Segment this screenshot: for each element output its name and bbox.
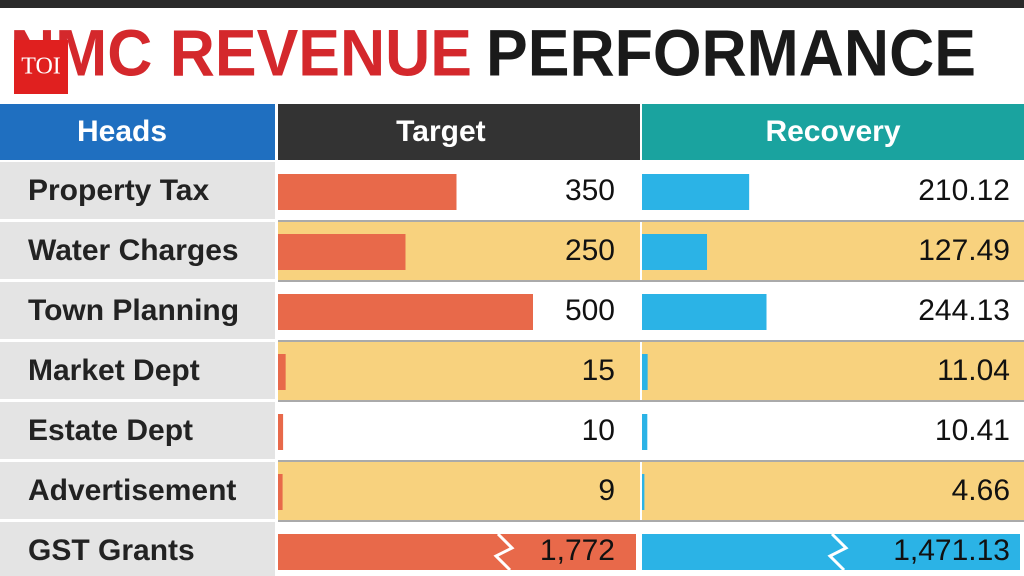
chart-title: PERFORMANCE [486, 15, 976, 89]
bar [642, 354, 648, 390]
row-label: Property Tax [28, 174, 209, 207]
value-label: 9 [598, 474, 615, 507]
value-label: 11.04 [937, 354, 1010, 387]
bar [278, 294, 533, 330]
row-label-cell [0, 402, 275, 459]
value-label: 10.41 [935, 414, 1010, 447]
column-header: Target [396, 115, 485, 148]
row-label: Market Dept [28, 354, 200, 387]
value-label: 1,772 [540, 534, 615, 567]
value-label: 15 [582, 354, 615, 387]
row-label-cell [0, 222, 275, 279]
row-cell [278, 402, 640, 460]
bar [642, 294, 767, 330]
value-label: 210.12 [918, 174, 1010, 207]
header-cell [642, 104, 1024, 160]
bar [642, 234, 708, 270]
row-label-cell [0, 462, 275, 519]
bar [278, 534, 636, 570]
row-label: Advertisement [28, 474, 236, 507]
logo: TOI [21, 54, 61, 80]
bar [278, 414, 284, 450]
chart-title: NMC REVENUE [10, 15, 472, 89]
header-cell [278, 104, 640, 160]
value-label: 127.49 [918, 234, 1010, 267]
row-label: Water Charges [28, 234, 239, 267]
value-label: 10 [582, 414, 615, 447]
column-header: Recovery [765, 115, 900, 148]
value-label: 1,471.13 [893, 534, 1010, 567]
value-label: 350 [565, 174, 615, 207]
bar [642, 174, 750, 210]
top-strip [0, 0, 1024, 8]
row-label: Estate Dept [28, 414, 193, 447]
row-cell [278, 462, 640, 520]
value-label: 4.66 [952, 474, 1010, 507]
row-cell [642, 462, 1024, 520]
row-cell [642, 342, 1024, 400]
bar [642, 534, 1020, 570]
bar [278, 474, 283, 510]
bar [642, 474, 645, 510]
column-header: Heads [77, 115, 167, 148]
bar-break [493, 532, 515, 572]
row-cell [642, 402, 1024, 460]
bar [642, 414, 648, 450]
bar [278, 174, 457, 210]
logo-box [14, 40, 68, 94]
value-label: 244.13 [918, 294, 1010, 327]
bar-break [827, 532, 849, 572]
value-label: 250 [565, 234, 615, 267]
bar [278, 234, 406, 270]
row-label-cell [0, 282, 275, 339]
value-label: 500 [565, 294, 615, 327]
bar [278, 354, 286, 390]
row-label-cell [0, 522, 275, 576]
row-cell [278, 342, 640, 400]
row-label: Town Planning [28, 294, 239, 327]
row-label: GST Grants [28, 534, 195, 567]
row-label-cell [0, 162, 275, 219]
header-cell [0, 104, 275, 160]
row-label-cell [0, 342, 275, 399]
